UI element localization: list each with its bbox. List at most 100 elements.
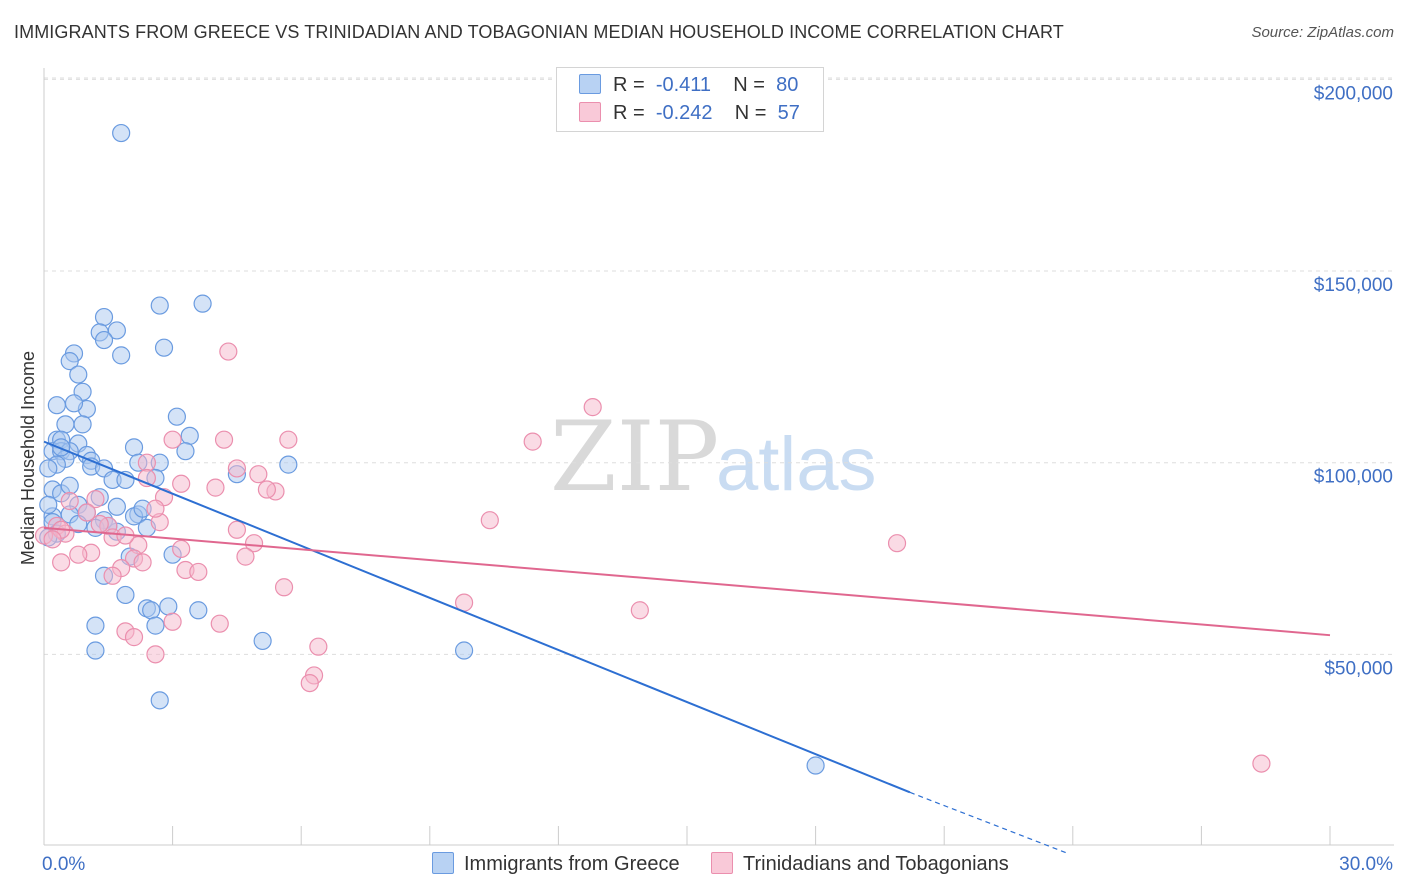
trinidad-point [146,645,165,664]
greece-point [150,296,169,315]
greece-trend-line [43,440,911,794]
trinidad-point [86,490,105,509]
trinidad-point [137,453,156,472]
tick-labels: $50,000 $100,000 $150,000 $200,000 0.0% 30.0% [42,83,1393,875]
series-trinidad-points [34,342,1271,773]
trinidad-point [133,553,152,572]
legend-swatch-blue [579,74,601,94]
greece-point [154,338,174,357]
greece-point [150,691,169,710]
legend-label-trinidad: Trinidadians and Tobagonians [743,853,1009,875]
greece-point [253,631,272,651]
greece-point [167,407,186,426]
legend-r-label: R = [613,74,645,96]
trinidad-point [219,342,238,361]
legend-n-label: N = [733,74,765,96]
legend-row-trinidad: R = -0.242 N = 57 [579,102,800,130]
trinidad-point [124,628,144,647]
greece-point [189,601,208,620]
trinidad-point [60,491,79,511]
trinidad-point [206,478,225,497]
trinidad-point [172,539,191,559]
legend-item-trinidad: Trinidadians and Tobagonians [711,852,1009,876]
watermark-atlas: atlas [716,422,877,507]
x-tick-label: 0.0% [42,854,85,875]
trinidad-point [163,612,182,631]
legend-n-value: 57 [777,102,800,124]
x-tick-label: 30.0% [1339,854,1393,875]
greece-point [159,597,178,616]
watermark: ZIP atlas [550,401,877,513]
greece-point [806,756,825,775]
y-tick-label: $150,000 [1314,275,1393,296]
greece-point [60,352,79,371]
trinidad-point [227,459,246,478]
greece-point [116,585,135,605]
chart-title: IMMIGRANTS FROM GREECE VS TRINIDADIAN AN… [14,22,1064,42]
greece-point [39,459,58,478]
trinidad-point [583,398,602,417]
trinidad-point [300,673,319,693]
trinidad-point [274,578,294,597]
y-tick-label: $200,000 [1314,83,1393,104]
greece-point [60,476,79,495]
trinidad-point [309,637,328,656]
legend-n-label: N = [734,102,767,124]
greece-point [180,426,199,445]
greece-point [454,641,474,660]
legend-swatch-pink [579,102,601,122]
trinidad-point [43,530,62,549]
trinidad-point [523,432,542,451]
legend-r-label: R = [613,102,645,124]
trinidad-point [244,534,264,553]
correlation-legend: R = -0.411 N = 80 R = -0.242 N = 57 [556,67,824,132]
greece-point [39,495,58,514]
trinidad-point [103,566,122,585]
greece-point [107,497,126,516]
greece-point [86,641,105,660]
greece-point [52,438,71,457]
trinidad-point [146,499,165,518]
greece-point [69,365,88,384]
trinidad-point [210,614,229,633]
trinidad-point [630,601,649,620]
greece-point [73,415,92,434]
legend-n-value: 80 [776,74,799,96]
greece-point [193,294,212,313]
greece-point [146,616,165,635]
trinidad-point [77,503,96,522]
greece-point [64,394,84,413]
y-axis-label: Median Household Income [18,351,38,565]
trinidad-point [90,514,109,534]
trinidad-point [249,465,268,484]
greece-point [142,601,161,620]
y-tick-label: $50,000 [1324,658,1393,679]
y-tick-label: $100,000 [1314,467,1393,488]
trinidad-point [52,553,71,572]
legend-item-greece: Immigrants from Greece [432,852,680,876]
source-label: Source: ZipAtlas.com [1251,24,1394,41]
greece-point [112,346,131,365]
greece-point [47,396,66,415]
trinidad-point [257,480,277,499]
greece-point [86,616,105,635]
legend-swatch-blue [432,852,454,874]
trinidad-point [236,547,255,566]
legend-r-value: -0.411 [655,74,712,96]
trinidad-point [69,545,88,564]
trinidad-point [1252,754,1271,773]
trinidad-point [214,430,234,449]
trinidad-trend-line [43,526,1331,637]
legend-row-greece: R = -0.411 N = 80 [579,74,798,102]
greece-point [107,321,126,340]
trinidad-point [172,474,191,493]
trinidad-point [163,430,182,449]
trinidad-point [227,520,246,539]
legend-label-greece: Immigrants from Greece [464,853,680,875]
greece-point [176,442,195,461]
trinidad-point [887,534,907,553]
greece-point [112,123,131,143]
greece-point [94,330,114,350]
greece-point [279,455,298,474]
